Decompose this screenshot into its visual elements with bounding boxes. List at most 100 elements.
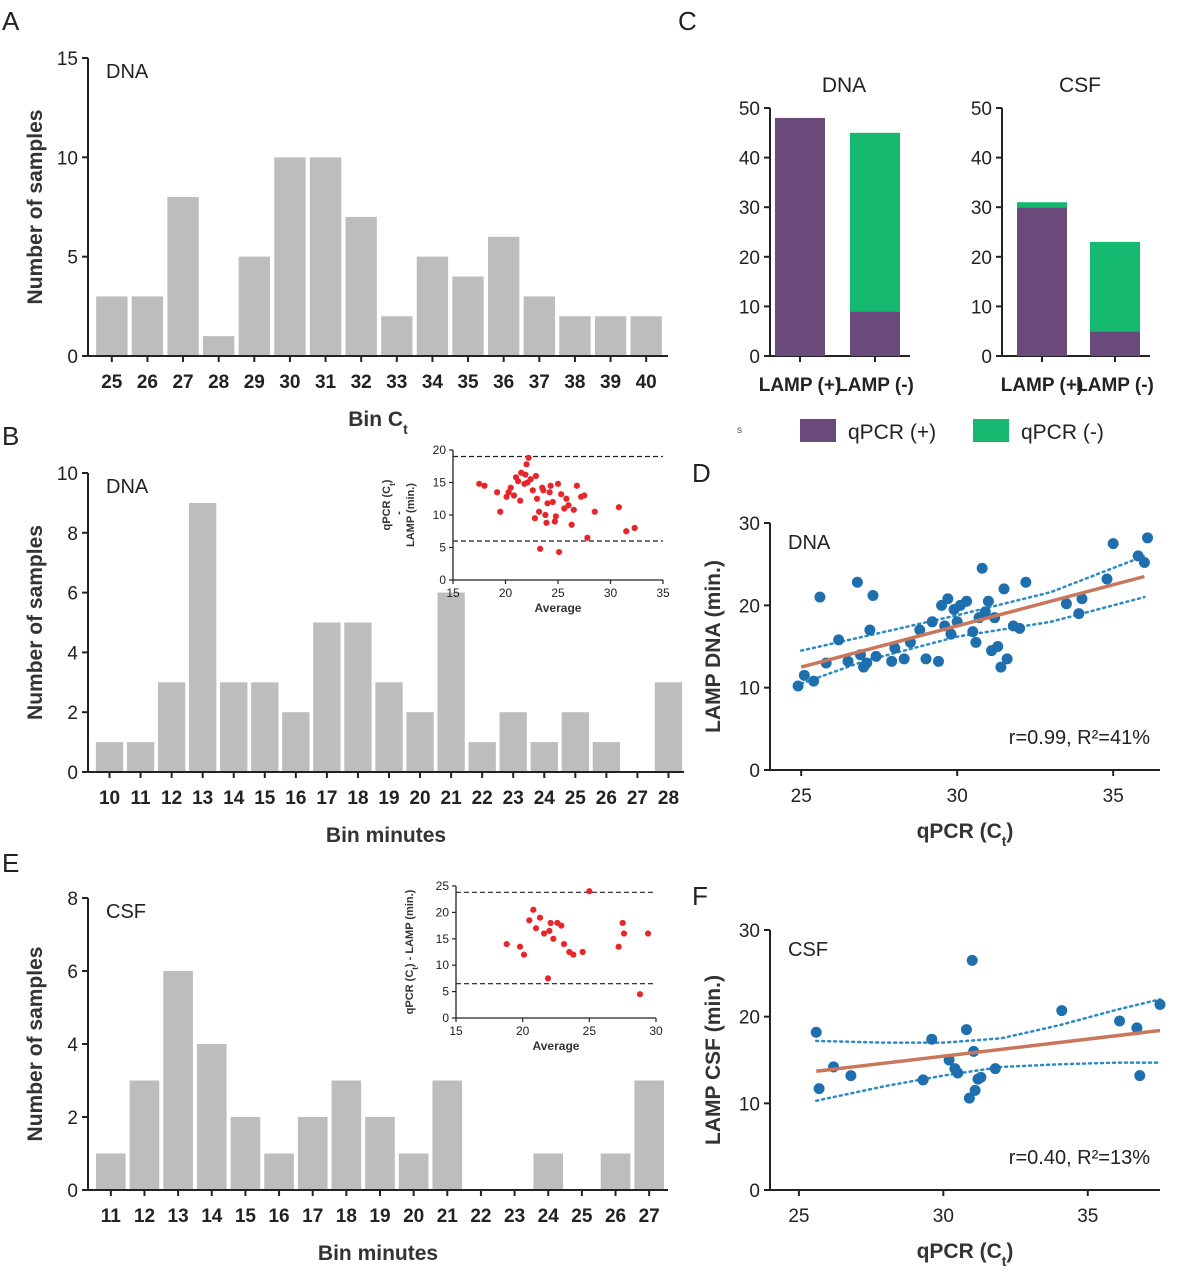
panel-b-inset-point xyxy=(532,472,540,480)
panel-e-xtick-label-20: 20 xyxy=(403,1206,424,1227)
panel-e-bar-15 xyxy=(230,1117,261,1190)
panel-b-xtick-label-24: 24 xyxy=(534,788,556,809)
panel-c-csf-ytick-label-30: 30 xyxy=(971,198,992,219)
panel-e-ytick-label-4: 4 xyxy=(67,1035,78,1056)
panel-e-inset-ytick-label-5: 5 xyxy=(442,985,449,999)
panel-b-inset-point xyxy=(565,502,572,509)
panel-b-inset-xtick-label-30: 30 xyxy=(604,586,618,600)
panel-e-inset-point xyxy=(520,951,528,958)
panel-d-xtick-label-25: 25 xyxy=(791,786,812,807)
panel-a-xtick-label-38: 38 xyxy=(564,372,585,393)
panel-e-inset-ytick-label-10: 10 xyxy=(436,958,450,972)
panel-a-xtick-label-26: 26 xyxy=(137,372,158,393)
panel-b-bar-12 xyxy=(157,682,186,772)
panel-b-xtick-label-27: 27 xyxy=(627,788,648,809)
panel-d-point xyxy=(914,624,926,636)
panel-f-xtick-label-30: 30 xyxy=(933,1206,954,1227)
panel-e-bar-24 xyxy=(533,1153,564,1190)
panel-e-x-axis-title-text: Bin minutes xyxy=(318,1242,438,1265)
panel-f-point xyxy=(963,1092,975,1104)
panel-b-inset-point xyxy=(568,521,575,528)
panel-e-inset-xtick-label-30: 30 xyxy=(649,1024,663,1038)
panel-a-bar-26 xyxy=(131,296,164,356)
panel-b-inset-point xyxy=(515,478,522,485)
panel-b-bar-18 xyxy=(344,622,372,772)
panel-a-bar-38 xyxy=(559,316,591,356)
panel-e-ytick-label-2: 2 xyxy=(67,1108,78,1129)
panel-d-xtick-label-30: 30 xyxy=(947,786,968,807)
panel-a-bar-33 xyxy=(381,316,413,356)
panel-b-inset-point xyxy=(543,519,550,526)
panel-b-xtick-label-10: 10 xyxy=(99,788,120,809)
panel-f-x-axis-title: qPCR (Ct) xyxy=(917,1240,1014,1269)
panel-d-point xyxy=(920,653,932,665)
panel-b-bar-11 xyxy=(126,742,155,772)
panel-d-point xyxy=(851,576,863,588)
panel-a-xtick-label-32: 32 xyxy=(351,372,372,393)
panel-b-inset-point xyxy=(554,480,562,487)
panel-b-bar-25 xyxy=(561,712,589,772)
panel-e-inset-point xyxy=(532,925,540,932)
panel-d-ytick-label-10: 10 xyxy=(739,679,760,700)
panel-a-bar-31 xyxy=(309,157,342,356)
panel-b-inset-x-axis-title: Average xyxy=(535,601,582,615)
panel-f-annotation: CSF xyxy=(788,939,828,961)
panel-b-inset-point xyxy=(529,487,536,494)
panel-a-bar-32 xyxy=(345,216,377,356)
panel-e-ytick-label-6: 6 xyxy=(67,962,78,983)
panel-b-inset-ytick-label-5: 5 xyxy=(439,541,446,555)
panel-e-xtick-label-25: 25 xyxy=(571,1206,593,1227)
panel-b-inset-point xyxy=(536,508,543,515)
panel-b-bar-10 xyxy=(95,742,124,772)
panel-b-inset-point xyxy=(481,482,488,489)
panel-b-xtick-label-18: 18 xyxy=(347,788,368,809)
panel-d-ytick-label-30: 30 xyxy=(739,514,760,535)
panel-e-inset-point xyxy=(503,940,510,948)
panel-e-inset-ytick-label-20: 20 xyxy=(436,905,450,919)
panel-a-y-axis-title: Number of samples xyxy=(24,110,47,305)
panel-e-inset-xtick-label-25: 25 xyxy=(583,1024,597,1038)
panel-a-xtick-label-25: 25 xyxy=(101,372,123,393)
panel-e-ytick-label-8: 8 xyxy=(67,889,78,910)
panel-e-inset-point xyxy=(560,940,568,948)
panel-b-inset-point xyxy=(524,479,531,486)
panel-a-annotation: DNA xyxy=(106,61,149,83)
panel-b-inset-point xyxy=(525,454,532,461)
panel-f-point xyxy=(952,1067,964,1079)
panel-a-xtick-label-28: 28 xyxy=(208,372,229,393)
panel-c-csf-ytick-label-20: 20 xyxy=(971,248,992,269)
panel-e-bar-14 xyxy=(196,1044,227,1190)
panel-b-inset-y-axis-title-line1: qPCR (Ct) xyxy=(381,479,397,530)
panel-a-xtick-label-34: 34 xyxy=(422,372,444,393)
panel-d-point xyxy=(870,650,882,662)
panel-c-dna-xtick-label-lamp-pos: LAMP (+) xyxy=(759,375,842,396)
panel-d-point xyxy=(1060,598,1072,610)
panel-d-point xyxy=(1142,532,1154,544)
panel-b-xtick-label-15: 15 xyxy=(254,788,276,809)
panel-b-inset-point xyxy=(591,508,598,515)
panel-b-inset-point xyxy=(563,495,570,502)
panel-a-xtick-label-27: 27 xyxy=(172,372,193,393)
panel-d-point xyxy=(942,593,954,605)
panel-a-xtick-label-37: 37 xyxy=(529,372,550,393)
panel-e-xtick-label-26: 26 xyxy=(605,1206,626,1227)
panel-f-x-axis-title-text: qPCR (C xyxy=(917,1240,1002,1263)
panel-b-xtick-label-11: 11 xyxy=(131,788,152,809)
panel-b-inset-point xyxy=(546,489,553,496)
panel-b-inset-xtick-label-35: 35 xyxy=(656,586,670,600)
panel-e-ytick-label-0: 0 xyxy=(67,1181,78,1202)
panel-e-inset-point xyxy=(536,914,544,921)
panel-b-bar-20 xyxy=(406,712,434,772)
panel-letter-e: E xyxy=(2,848,19,878)
panel-c-dna-bar-lamp-neg-qpcr-neg xyxy=(850,132,900,312)
panel-e-xtick-label-11: 11 xyxy=(101,1206,122,1227)
panel-c-dna-ytick-label-0: 0 xyxy=(749,347,760,368)
panel-d-ytick-label-20: 20 xyxy=(739,596,760,617)
panel-e-bar-16 xyxy=(264,1153,294,1190)
panel-f-stats: r=0.40, R²=13% xyxy=(1009,1147,1150,1169)
panel-a-bar-27 xyxy=(167,197,199,356)
panel-d-point xyxy=(814,591,826,603)
panel-letter-d: D xyxy=(692,458,711,488)
panel-d-x-axis-title-end: ) xyxy=(1006,820,1013,843)
